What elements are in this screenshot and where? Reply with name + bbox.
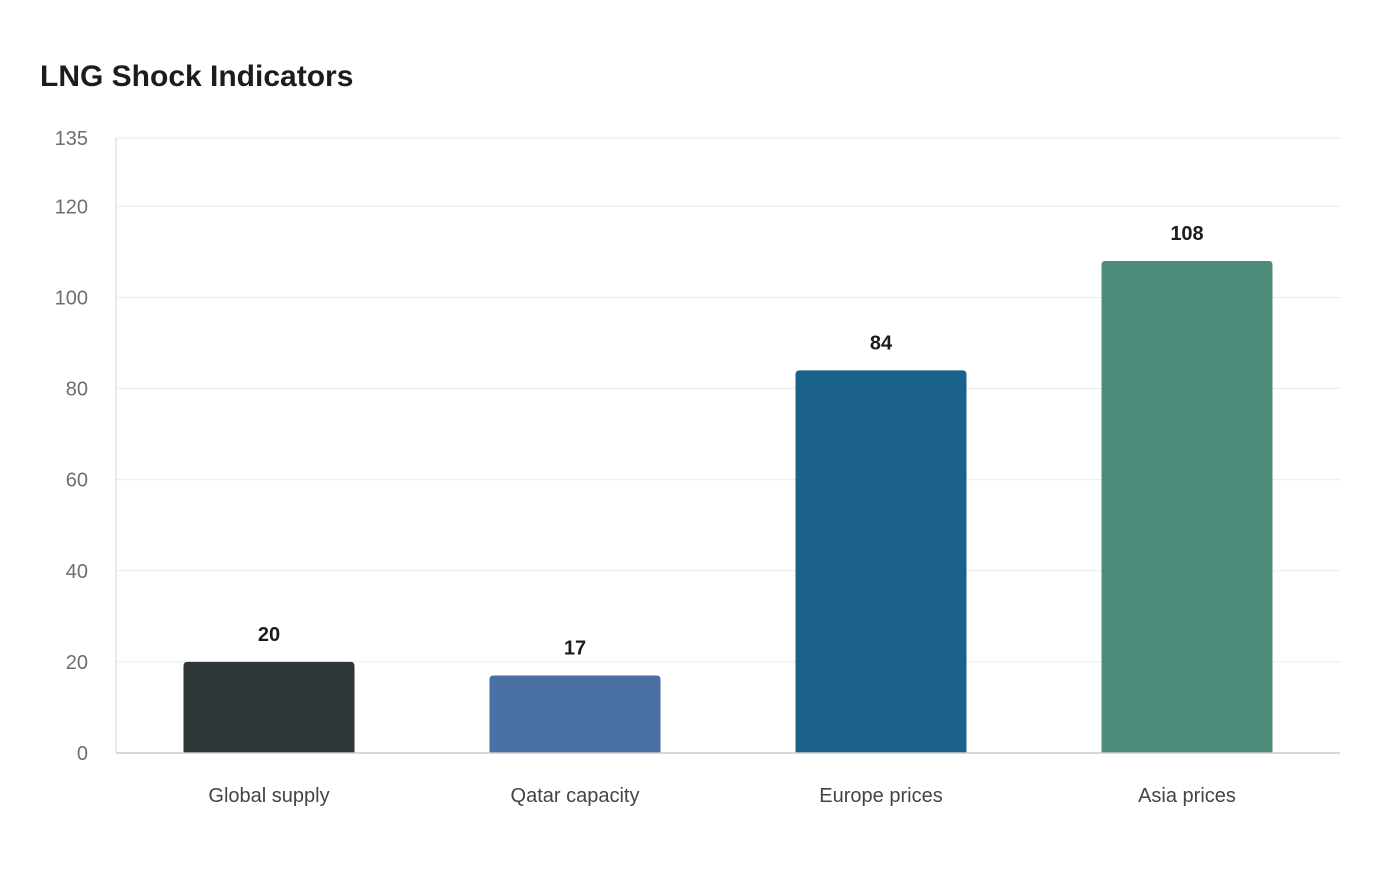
- bar-asia-prices: [1101, 261, 1273, 753]
- chart-title: LNG Shock Indicators: [40, 60, 354, 93]
- x-tick-label: Global supply: [208, 785, 329, 807]
- x-axis: Global supply Qatar capacity Europe prices…: [116, 752, 1340, 807]
- y-tick-label: 20: [66, 652, 88, 674]
- bar-qatar-capacity: [489, 675, 661, 753]
- data-label: 108: [1170, 223, 1203, 245]
- y-tick-label: 0: [77, 743, 88, 765]
- y-tick-label: 40: [66, 561, 88, 583]
- x-tick-label: Asia prices: [1138, 785, 1236, 807]
- data-label: 17: [564, 638, 586, 660]
- y-axis: 0 20 40 60 80 100 120 135: [55, 128, 117, 765]
- y-tick-label: 100: [55, 287, 88, 309]
- y-tick-label: 60: [66, 470, 88, 492]
- x-tick-label: Qatar capacity: [511, 785, 640, 807]
- y-tick-label: 135: [55, 128, 88, 150]
- data-label: 84: [870, 332, 893, 354]
- y-tick-label: 120: [55, 196, 88, 218]
- y-tick-label: 80: [66, 379, 88, 401]
- data-label: 20: [258, 624, 280, 646]
- bar-europe-prices: [795, 370, 967, 753]
- x-tick-label: Europe prices: [819, 785, 942, 807]
- bar-global-supply: [183, 661, 355, 753]
- bars: 20 17 84 108: [183, 223, 1273, 753]
